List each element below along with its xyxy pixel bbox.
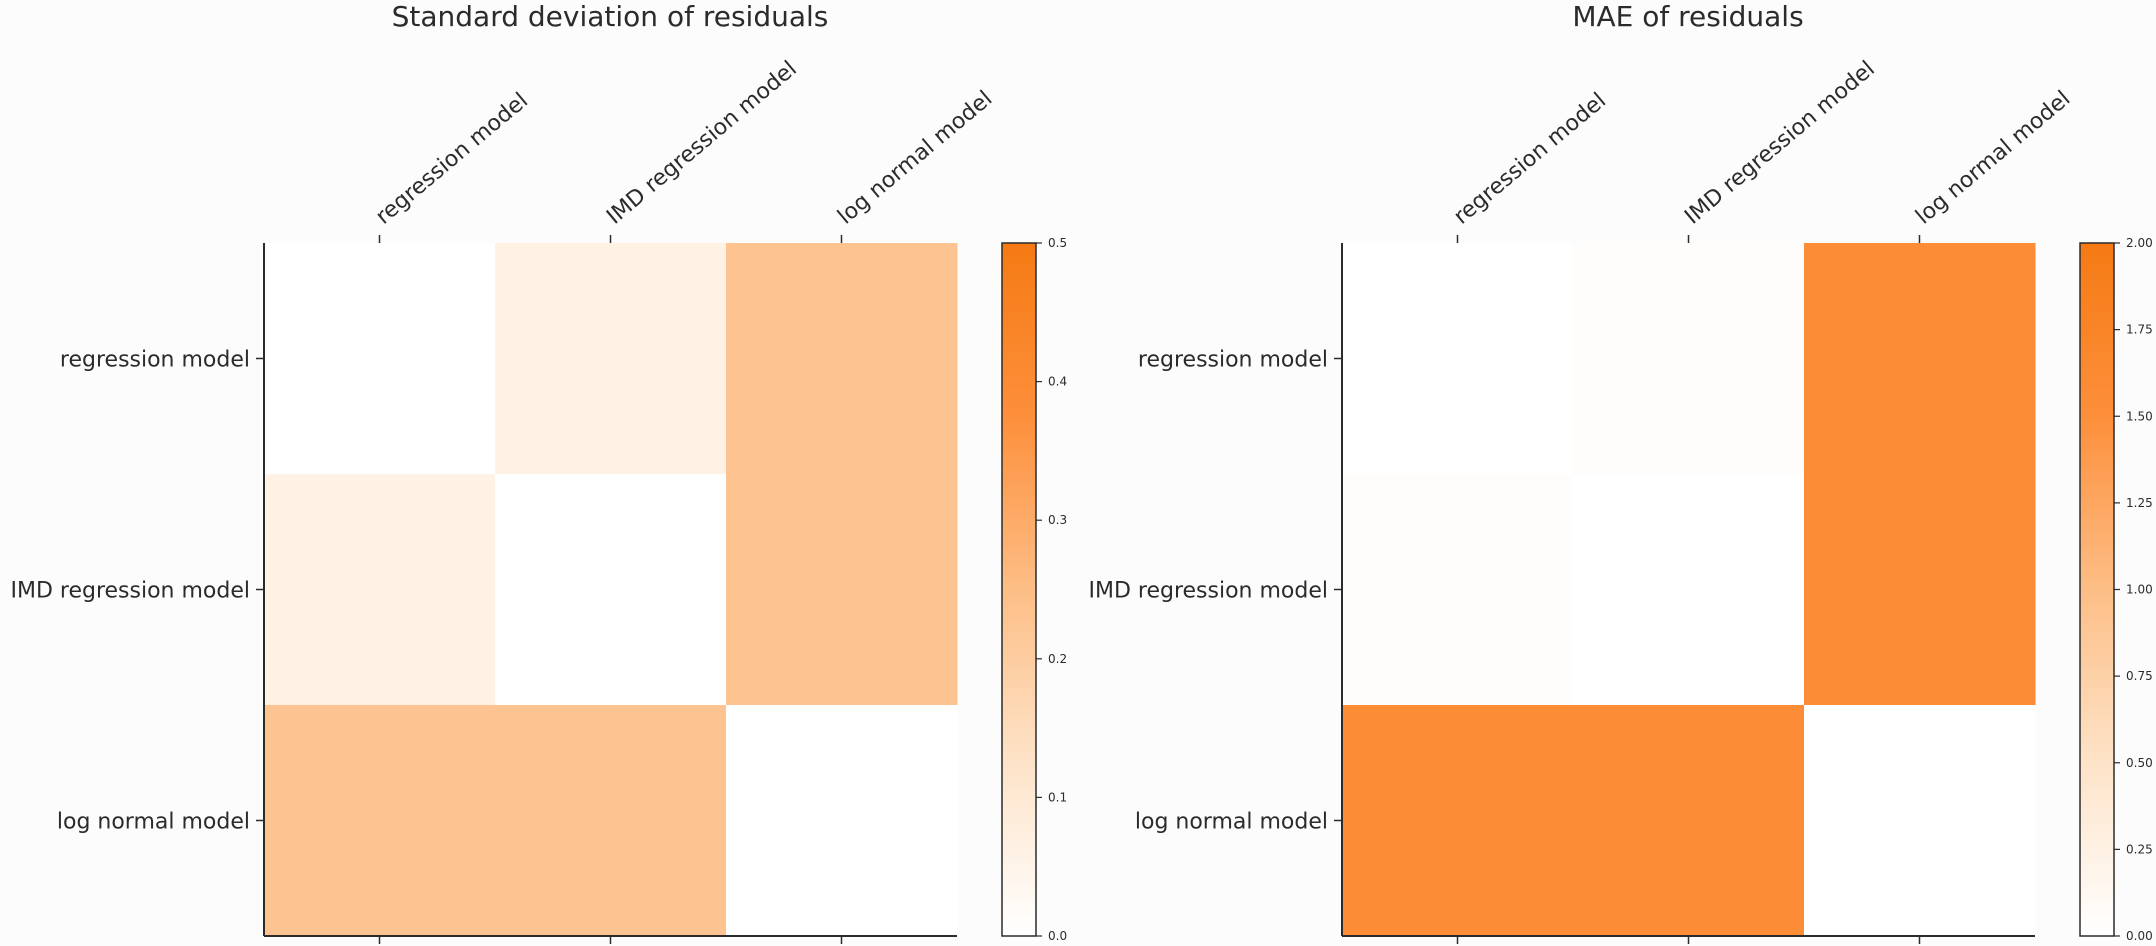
colorbar-tick-label: 0.4 <box>1048 375 1067 389</box>
y-tick-label: log normal model <box>57 810 250 835</box>
y-tick-label: IMD regression model <box>1089 579 1329 604</box>
colorbar <box>1001 242 1037 937</box>
y-tick-label: regression model <box>1138 348 1328 373</box>
chart-title: Standard deviation of residuals <box>392 0 829 33</box>
heatmap-cell <box>1573 474 1805 706</box>
colorbar-tick-label: 0.50 <box>2126 756 2153 770</box>
colorbar-tick-label: 1.50 <box>2126 409 2153 423</box>
heatmap-panel-2: MAE of residuals regression model IMD regr… <box>1089 0 2153 944</box>
heatmap-cell <box>1573 243 1805 475</box>
colorbar-tick-label: 1.25 <box>2126 496 2153 510</box>
colorbar-tick-label: 0.1 <box>1048 790 1067 804</box>
heatmap-cell <box>726 705 958 937</box>
y-tick-label: regression model <box>60 348 250 373</box>
heatmap-cell <box>1342 243 1574 475</box>
colorbar-tick-label: 0.00 <box>2126 929 2153 943</box>
colorbar <box>2079 242 2115 937</box>
colorbar-tick-label: 0.2 <box>1048 652 1067 666</box>
x-tick-label: IMD regression model <box>1680 56 1880 229</box>
heatmap-cell <box>264 705 496 937</box>
x-tick-label: IMD regression model <box>602 56 802 229</box>
colorbar-tick-label: 2.00 <box>2126 236 2153 250</box>
heatmap-cell <box>1804 705 2036 937</box>
heatmap-cell <box>1573 705 1805 937</box>
heatmap-cell <box>495 705 727 937</box>
heatmap-cell <box>495 474 727 706</box>
heatmap-cell <box>1342 474 1574 706</box>
colorbar-tick-label: 0.3 <box>1048 513 1067 527</box>
y-tick-label: log normal model <box>1135 810 1328 835</box>
heatmap-cell <box>264 243 496 475</box>
y-tick-label: IMD regression model <box>11 579 251 604</box>
heatmap-cell <box>726 474 958 706</box>
heatmap-cell <box>726 243 958 475</box>
x-tick-label: regression model <box>371 88 533 229</box>
x-tick-label: log normal model <box>1911 86 2075 229</box>
heatmap-panel-1: Standard deviation of residuals regressio… <box>11 0 1067 944</box>
colorbar-tick-label: 0.0 <box>1048 929 1067 943</box>
heatmap-cell <box>495 243 727 475</box>
x-tick-label: log normal model <box>833 86 997 229</box>
x-tick-label: regression model <box>1449 88 1611 229</box>
colorbar-tick-label: 0.5 <box>1048 236 1067 250</box>
colorbar-tick-label: 0.75 <box>2126 669 2153 683</box>
chart-title: MAE of residuals <box>1572 0 1803 33</box>
colorbar-tick-label: 0.25 <box>2126 842 2153 856</box>
heatmap-cell <box>1804 243 2036 475</box>
heatmap-cell <box>1804 474 2036 706</box>
heatmap-cell <box>264 474 496 706</box>
heatmap-cell <box>1342 705 1574 937</box>
colorbar-tick-label: 1.75 <box>2126 323 2153 337</box>
colorbar-tick-label: 1.00 <box>2126 583 2153 597</box>
